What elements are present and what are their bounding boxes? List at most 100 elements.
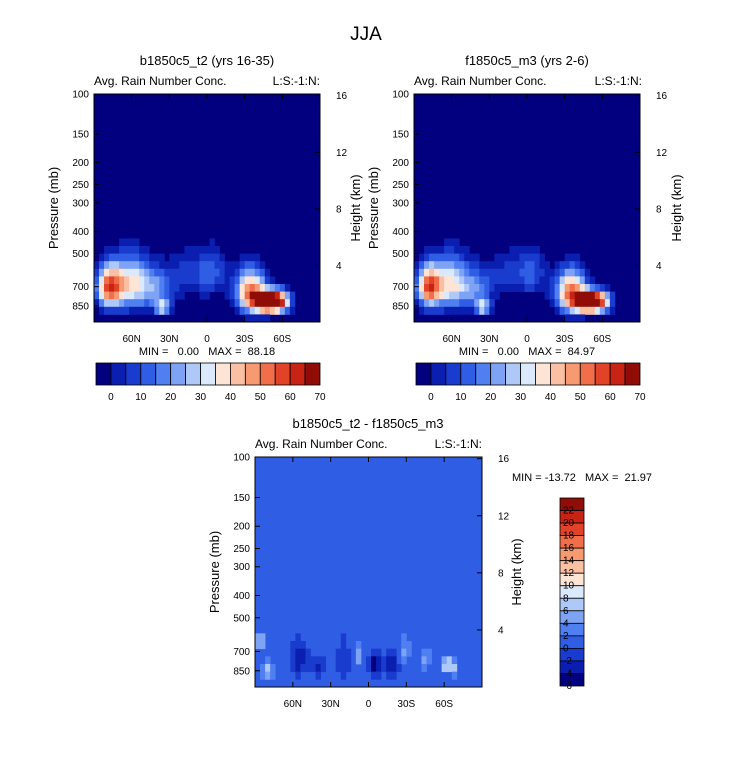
heatmap-cell bbox=[244, 306, 251, 315]
heatmap-cell bbox=[174, 268, 180, 277]
heatmap-cell bbox=[474, 253, 480, 262]
heatmap-cell bbox=[154, 253, 160, 262]
x-tick-label: 60S bbox=[593, 334, 611, 345]
heatmap-cell bbox=[489, 261, 495, 270]
heatmap-cell bbox=[449, 284, 455, 292]
heatmap-cell bbox=[229, 291, 236, 300]
heatmap-cell bbox=[104, 246, 110, 254]
heatmap-cell bbox=[134, 268, 140, 277]
heatmap-cell bbox=[149, 268, 155, 277]
heatmap-cell bbox=[534, 268, 540, 277]
heatmap-cell bbox=[569, 276, 576, 285]
heatmap-cell bbox=[134, 306, 140, 315]
heatmap-cell bbox=[129, 238, 135, 247]
panel-2-ylabel: Pressure (mb) bbox=[366, 167, 381, 249]
heatmap-cell bbox=[469, 291, 475, 300]
heatmap-cell bbox=[365, 656, 372, 665]
heatmap-cell bbox=[259, 314, 266, 323]
heatmap-cell bbox=[439, 276, 445, 285]
heatmap-cell bbox=[469, 299, 475, 308]
heatmap-cell bbox=[199, 253, 205, 262]
heatmap-cell bbox=[479, 284, 485, 292]
heatmap-cell bbox=[564, 284, 571, 292]
heatmap-cell bbox=[574, 284, 581, 292]
heatmap-cell bbox=[199, 276, 205, 285]
heatmap-cell bbox=[114, 261, 120, 270]
y-tick-label: 400 bbox=[233, 591, 250, 602]
heatmap-cell bbox=[300, 656, 306, 665]
heatmap-cell bbox=[539, 261, 545, 270]
heatmap-cell bbox=[134, 238, 140, 247]
height-tick-label: 8 bbox=[336, 204, 342, 215]
heatmap-cell bbox=[529, 253, 535, 262]
heatmap-cell bbox=[305, 648, 311, 657]
heatmap-cell bbox=[134, 253, 140, 262]
heatmap-cell bbox=[104, 261, 110, 270]
heatmap-cell bbox=[239, 291, 246, 300]
heatmap-cell bbox=[489, 284, 495, 292]
heatmap-cell bbox=[340, 664, 347, 673]
heatmap-cell bbox=[414, 284, 420, 292]
heatmap-cell bbox=[244, 284, 251, 292]
heatmap-cell bbox=[554, 268, 561, 277]
heatmap-cell bbox=[119, 253, 125, 262]
colorbar-box bbox=[185, 362, 201, 386]
x-tick-label: 30N bbox=[160, 334, 178, 345]
heatmap-cell bbox=[274, 284, 281, 292]
heatmap-cell bbox=[474, 284, 480, 292]
colorbar-box bbox=[579, 362, 596, 386]
heatmap-cell bbox=[391, 671, 397, 680]
x-tick-label: 60S bbox=[435, 699, 453, 710]
heatmap-cell bbox=[269, 291, 276, 300]
heatmap-cell bbox=[109, 284, 115, 292]
heatmap-cell bbox=[489, 291, 495, 300]
heatmap-cell bbox=[559, 276, 566, 285]
y-tick-label: 100 bbox=[233, 453, 250, 464]
heatmap-cell bbox=[459, 246, 465, 254]
panel-2-stats: MIN = 0.00 MAX = 84.97 bbox=[459, 346, 595, 358]
heatmap-cell bbox=[184, 276, 190, 285]
heatmap-cell bbox=[194, 253, 200, 262]
heatmap-cell bbox=[260, 633, 266, 642]
heatmap-cell bbox=[264, 306, 271, 315]
heatmap-cell bbox=[219, 253, 225, 262]
heatmap-cell bbox=[229, 284, 236, 292]
heatmap-cell bbox=[109, 276, 115, 285]
colorbar-box bbox=[505, 362, 521, 386]
heatmap-cell bbox=[589, 299, 596, 308]
heatmap-cell bbox=[249, 306, 256, 315]
x-tick-label: 30N bbox=[480, 334, 498, 345]
heatmap-cell bbox=[554, 261, 561, 270]
heatmap-cell bbox=[179, 284, 185, 292]
colorbar-label: 50 bbox=[575, 392, 587, 403]
heatmap-cell bbox=[239, 276, 246, 285]
heatmap-cell bbox=[459, 284, 465, 292]
heatmap-cell bbox=[451, 656, 458, 665]
heatmap-cell bbox=[129, 291, 135, 300]
y-tick-label: 250 bbox=[392, 180, 409, 191]
heatmap-cell bbox=[284, 284, 291, 292]
heatmap-cell bbox=[94, 284, 100, 292]
heatmap-cell bbox=[234, 261, 241, 270]
heatmap-cell bbox=[484, 268, 490, 277]
heatmap-cell bbox=[454, 306, 460, 315]
colorbar-label: 4 bbox=[563, 618, 569, 629]
heatmap-cell bbox=[559, 284, 566, 292]
panel-1-heatmap bbox=[94, 94, 320, 323]
colorbar-label: 40 bbox=[225, 392, 237, 403]
heatmap-cell bbox=[124, 246, 130, 254]
heatmap-cell bbox=[179, 276, 185, 285]
heatmap-cell bbox=[94, 276, 100, 285]
heatmap-cell bbox=[504, 261, 510, 270]
colorbar-box bbox=[259, 362, 276, 386]
heatmap-cell bbox=[209, 246, 215, 254]
heatmap-cell bbox=[589, 284, 596, 292]
heatmap-cell bbox=[559, 261, 566, 270]
y-tick-label: 400 bbox=[392, 227, 409, 238]
heatmap-cell bbox=[371, 656, 377, 665]
heatmap-cell bbox=[464, 306, 470, 315]
colorbar-box bbox=[274, 362, 291, 386]
heatmap-cell bbox=[529, 284, 535, 292]
heatmap-cell bbox=[239, 261, 246, 270]
heatmap-cell bbox=[459, 253, 465, 262]
